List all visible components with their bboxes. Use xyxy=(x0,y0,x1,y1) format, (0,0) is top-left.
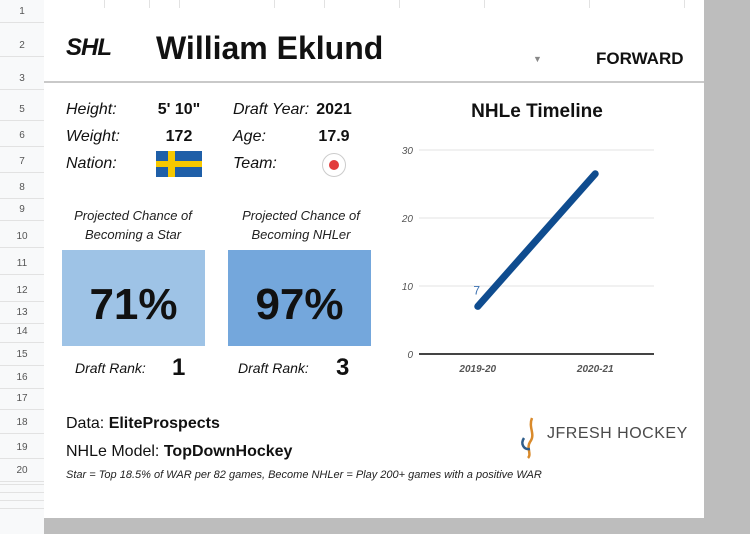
row-divider xyxy=(0,247,44,248)
nhler-title: Projected Chance of Becoming NHLer xyxy=(242,208,360,242)
row-number[interactable]: 5 xyxy=(19,104,25,115)
row-number[interactable]: 2 xyxy=(19,40,25,51)
row-number[interactable]: 12 xyxy=(16,285,28,296)
model-credit: NHLe Model: TopDownHockey xyxy=(66,443,293,460)
age-value: 17.9 xyxy=(318,128,350,145)
row-divider xyxy=(0,301,44,302)
row-header: 1 2 3 5 6 7 8 9 10 11 12 13 14 15 16 17 18 19 20 xyxy=(0,0,45,534)
star-rank-label: Draft Rank: xyxy=(75,360,146,376)
row-divider xyxy=(0,89,44,90)
nhler-chance-box xyxy=(228,250,371,346)
y-tick-label: 30 xyxy=(402,146,414,157)
row-divider xyxy=(0,342,44,343)
row-divider xyxy=(0,433,44,434)
shl-logo: SHL xyxy=(66,34,112,61)
row-divider xyxy=(0,198,44,199)
age-label: Age: xyxy=(233,128,266,145)
row-number[interactable]: 15 xyxy=(16,349,28,360)
team-logo-icon xyxy=(322,153,346,177)
row-number[interactable]: 19 xyxy=(16,442,28,453)
nhler-rank-label: Draft Rank: xyxy=(238,360,309,376)
row-divider xyxy=(0,172,44,173)
row-divider xyxy=(0,22,44,23)
row-divider xyxy=(0,323,44,324)
star-chance-box xyxy=(62,250,205,346)
sheet-gray-bottom xyxy=(44,518,704,534)
weight-label: Weight: xyxy=(66,128,120,145)
nhle-timeline-chart: 0 10 20 30 2019-20 2020-21 7 xyxy=(401,146,654,375)
star-rank-value: 1 xyxy=(172,354,186,381)
x-tick-label: 2020-21 xyxy=(576,364,614,375)
row-divider xyxy=(0,388,44,389)
row-divider xyxy=(0,409,44,410)
prospect-card: SHL William Eklund ▼ FORWARD Height: 5' … xyxy=(44,8,704,518)
row-divider xyxy=(0,484,44,485)
row-divider xyxy=(0,458,44,459)
data-point xyxy=(476,305,479,308)
row-divider xyxy=(0,365,44,366)
height-value: 5' 10" xyxy=(157,101,201,118)
row-number[interactable]: 14 xyxy=(16,326,28,337)
row-number[interactable]: 11 xyxy=(16,258,28,269)
y-tick-label: 10 xyxy=(402,282,414,293)
row-divider xyxy=(0,274,44,275)
data-credit: Data: EliteProspects xyxy=(66,415,220,432)
row-divider xyxy=(0,56,44,57)
row-divider xyxy=(0,481,44,482)
header-divider xyxy=(44,81,704,83)
brand-label: JFRESH HOCKEY xyxy=(547,425,688,442)
row-number[interactable]: 9 xyxy=(19,204,25,215)
draft-year-label: Draft Year: xyxy=(233,101,310,118)
footnote: Star = Top 18.5% of WAR per 82 games, Be… xyxy=(66,469,542,481)
star-percent: 71% xyxy=(89,280,178,329)
data-source: EliteProspects xyxy=(108,415,220,432)
height-label: Height: xyxy=(66,101,117,118)
jfresh-logo-icon xyxy=(521,417,534,459)
chart-title: NHLe Timeline xyxy=(471,101,603,122)
row-divider xyxy=(0,146,44,147)
row-divider xyxy=(0,508,44,509)
model-source: TopDownHockey xyxy=(163,443,293,460)
row-divider xyxy=(0,120,44,121)
row-number[interactable]: 7 xyxy=(19,156,25,167)
data-label: 7 xyxy=(473,283,480,297)
nhler-rank-value: 3 xyxy=(336,354,350,381)
row-divider xyxy=(0,500,44,501)
position-label: FORWARD xyxy=(596,49,684,68)
player-name: William Eklund xyxy=(156,30,384,66)
x-tick-label: 2019-20 xyxy=(458,364,496,375)
draft-year-value: 2021 xyxy=(316,101,352,118)
row-number[interactable]: 3 xyxy=(19,73,25,84)
nation-label: Nation: xyxy=(66,155,117,172)
chevron-down-icon[interactable]: ▼ xyxy=(533,54,542,64)
series-line xyxy=(474,170,599,310)
row-number[interactable]: 6 xyxy=(19,130,25,141)
y-tick-label: 20 xyxy=(401,214,414,225)
sweden-flag-icon xyxy=(156,151,202,177)
star-title: Projected Chance of Becoming a Star xyxy=(74,208,192,242)
team-label: Team: xyxy=(233,155,277,172)
row-number[interactable]: 20 xyxy=(16,465,28,476)
row-divider xyxy=(0,492,44,493)
row-number[interactable]: 1 xyxy=(19,6,25,17)
row-number[interactable]: 16 xyxy=(16,372,28,383)
data-point xyxy=(594,172,597,175)
row-divider xyxy=(0,220,44,221)
y-tick-label: 0 xyxy=(407,350,413,361)
row-number[interactable]: 13 xyxy=(16,307,28,318)
row-number[interactable]: 10 xyxy=(16,231,28,242)
sheet-gray-margin xyxy=(704,0,750,534)
row-number[interactable]: 8 xyxy=(19,182,25,193)
nhler-percent: 97% xyxy=(255,280,344,329)
row-number[interactable]: 18 xyxy=(16,417,28,428)
row-number[interactable]: 17 xyxy=(16,393,28,404)
weight-value: 172 xyxy=(165,128,193,145)
